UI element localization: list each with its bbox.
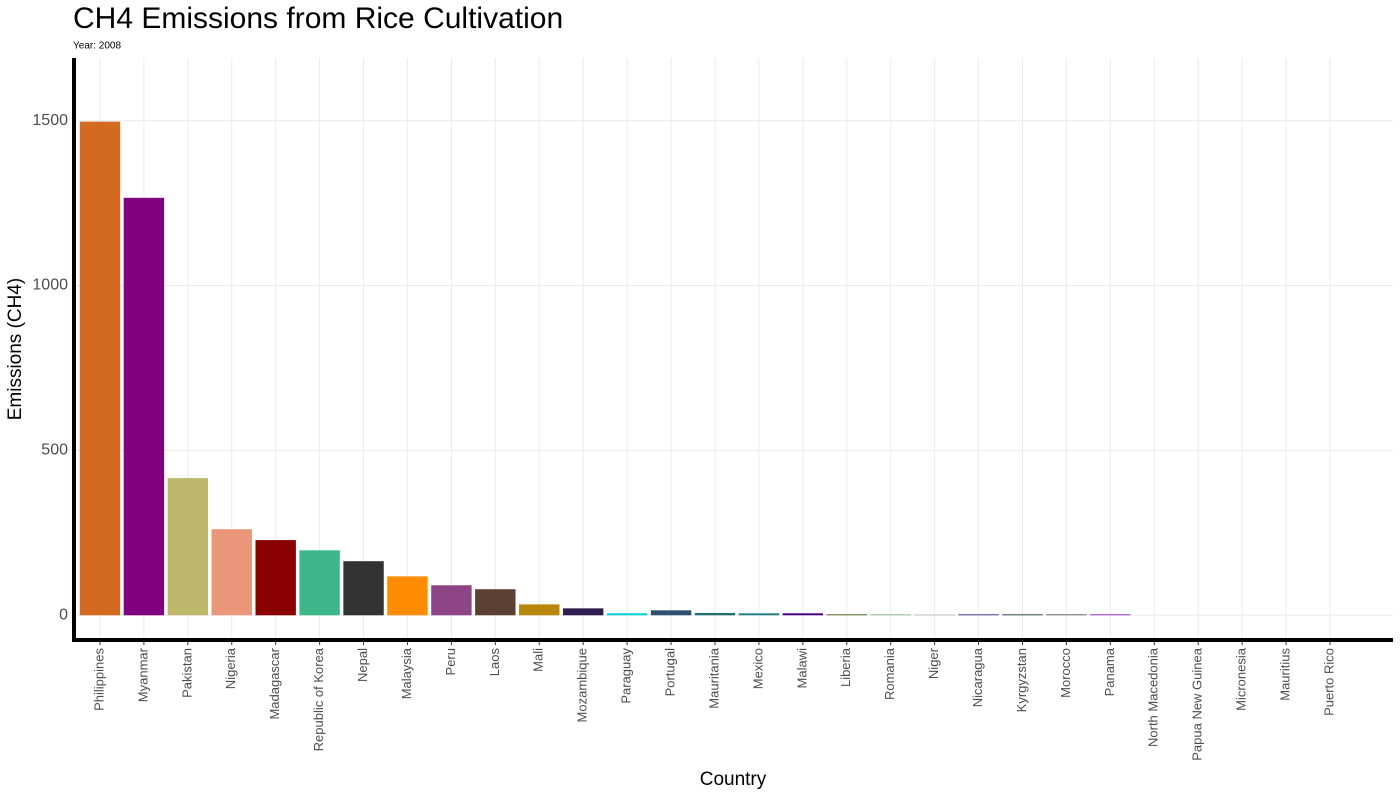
bar — [167, 478, 209, 616]
x-tick-label: Mali — [531, 648, 546, 672]
bar — [958, 614, 999, 616]
x-tick-label: Philippines — [91, 648, 106, 711]
x-tick-label: Morocco — [1058, 648, 1073, 698]
x-tick-label: Puerto Rico — [1321, 648, 1336, 716]
bar — [431, 585, 472, 616]
x-tick-label: Papua New Guinea — [1190, 647, 1205, 761]
bar — [475, 589, 516, 616]
x-tick-label: Mexico — [750, 648, 765, 689]
bar — [211, 529, 252, 616]
x-tick-label: North Macedonia — [1146, 647, 1161, 747]
x-tick-label: Madagascar — [267, 647, 282, 719]
x-tick-label: Malawi — [794, 648, 809, 689]
x-tick-label: Micronesia — [1234, 647, 1249, 711]
bar — [79, 121, 121, 616]
bar — [343, 561, 384, 616]
chart-title: CH4 Emissions from Rice Cultivation — [73, 2, 563, 35]
y-tick-label: 500 — [41, 442, 68, 459]
bar — [299, 550, 340, 616]
x-tick-label: Niger — [926, 647, 941, 679]
bar — [606, 613, 648, 616]
bar — [387, 576, 428, 616]
bar — [782, 613, 824, 616]
x-tick-label: Nigeria — [223, 647, 238, 689]
x-tick-label: Romania — [882, 647, 897, 700]
x-tick-label: Liberia — [838, 647, 853, 687]
bar — [123, 197, 165, 616]
y-tick-label: 1000 — [32, 277, 68, 294]
x-tick-label: Mozambique — [575, 648, 590, 722]
bar — [870, 614, 911, 616]
bar — [519, 604, 560, 616]
x-tick-label: Republic of Korea — [311, 647, 326, 751]
x-tick-label: Laos — [487, 648, 502, 677]
x-axis-title: Country — [700, 769, 767, 790]
y-axis-title: Emissions (CH4) — [5, 278, 26, 421]
x-tick-label: Kyrgyzstan — [1014, 648, 1029, 712]
y-tick-label: 1500 — [32, 112, 68, 129]
x-tick-label: Panama — [1102, 647, 1117, 696]
bar — [826, 614, 867, 616]
bar — [562, 608, 604, 616]
x-tick-label: Myanmar — [135, 647, 150, 702]
x-tick-label: Mauritius — [1278, 648, 1293, 701]
x-tick-label: Pakistan — [179, 648, 194, 698]
bar — [1002, 614, 1043, 616]
bar — [255, 540, 296, 616]
y-tick-label: 0 — [59, 606, 68, 623]
x-tick-label: Mauritania — [706, 647, 721, 708]
x-tick-label: Portugal — [662, 648, 677, 697]
bar — [694, 612, 736, 616]
x-tick-label: Nepal — [355, 648, 370, 682]
x-tick-label: Nicaragua — [970, 647, 985, 707]
bar — [1046, 614, 1087, 616]
bar — [1090, 614, 1131, 616]
bar — [914, 614, 955, 616]
x-tick-label: Paraguay — [619, 648, 634, 704]
x-tick-label: Malaysia — [399, 647, 414, 699]
bar — [650, 610, 692, 616]
chart-subtitle: Year: 2008 — [73, 41, 121, 52]
x-tick-label: Peru — [443, 648, 458, 675]
bar — [738, 613, 780, 616]
